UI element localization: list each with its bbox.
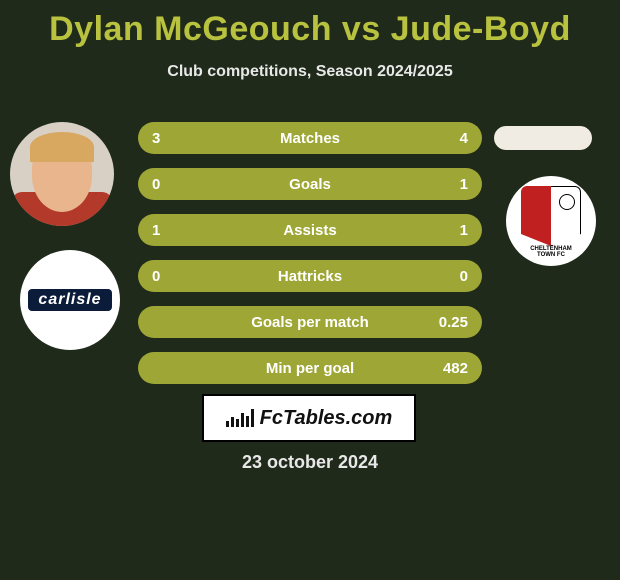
club-badge-right-text: CHELTENHAM TOWN FC	[521, 246, 581, 258]
stat-right-value: 1	[418, 176, 468, 193]
club-badge-left-text: carlisle	[28, 289, 111, 311]
club-badge-right: CHELTENHAM TOWN FC	[506, 176, 596, 266]
stat-row: 3 Matches 4	[138, 122, 482, 154]
brand-text: FcTables.com	[260, 407, 393, 430]
stat-left-value: 1	[152, 222, 202, 239]
stat-row: 0 Hattricks 0	[138, 260, 482, 292]
brand-chart-icon	[226, 409, 254, 427]
stat-label: Goals	[202, 176, 418, 193]
stat-right-value: 0	[418, 268, 468, 285]
stat-left-value: 3	[152, 130, 202, 147]
stat-right-value: 4	[418, 130, 468, 147]
stat-label: Hattricks	[202, 268, 418, 285]
stat-label: Min per goal	[202, 360, 418, 377]
subtitle: Club competitions, Season 2024/2025	[0, 63, 620, 81]
stat-right-value: 1	[418, 222, 468, 239]
stats-table: 3 Matches 4 0 Goals 1 1 Assists 1 0 Hatt…	[138, 122, 482, 398]
stat-row: 1 Assists 1	[138, 214, 482, 246]
date-label: 23 october 2024	[0, 452, 620, 473]
stat-row: 0 Goals 1	[138, 168, 482, 200]
stat-label: Matches	[202, 130, 418, 147]
stat-label: Goals per match	[202, 314, 418, 331]
stat-left-value: 0	[152, 176, 202, 193]
stat-label: Assists	[202, 222, 418, 239]
club-badge-left: carlisle	[20, 250, 120, 350]
stat-right-value: 482	[418, 360, 468, 377]
stat-row: Min per goal 482	[138, 352, 482, 384]
brand-box: FcTables.com	[202, 394, 416, 442]
stat-right-value: 0.25	[418, 314, 468, 331]
player-photo-left	[10, 122, 114, 226]
stat-row: Goals per match 0.25	[138, 306, 482, 338]
page-title: Dylan McGeouch vs Jude-Boyd	[0, 0, 620, 49]
player-photo-right-placeholder	[494, 126, 592, 150]
stat-left-value: 0	[152, 268, 202, 285]
